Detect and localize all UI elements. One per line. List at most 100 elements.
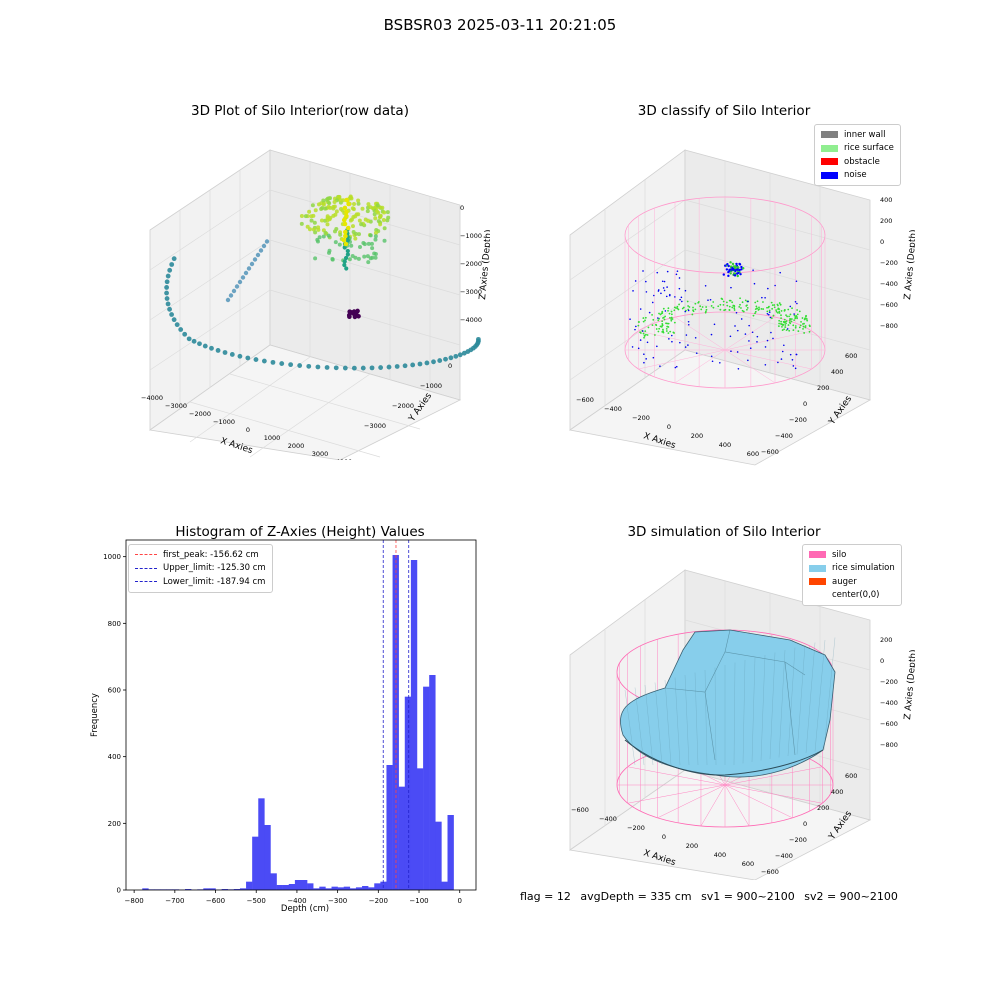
- p2-point: [666, 322, 669, 325]
- p2-point: [645, 358, 647, 360]
- hist-bar: [404, 696, 412, 890]
- p2-point: [729, 272, 732, 275]
- p2-point: [737, 368, 740, 370]
- p1-point: [373, 237, 378, 242]
- hist-bar: [239, 888, 247, 890]
- p2-point: [787, 308, 790, 311]
- p2-point: [778, 302, 781, 304]
- p1-point: [341, 237, 347, 243]
- panel4-zlabel: Z Axies (Depth): [903, 649, 915, 720]
- panel2-ticks: −600−400−20002004006006004002000−200−400…: [576, 196, 898, 458]
- p2-point: [688, 306, 691, 308]
- hist-bar: [203, 888, 210, 890]
- p1-point: [381, 218, 386, 223]
- p1-point: [327, 248, 332, 253]
- p2-point: [639, 308, 642, 310]
- p2-point: [792, 365, 795, 367]
- p2-point: [726, 304, 729, 307]
- hist-bar: [282, 885, 290, 890]
- p2-xtick-label: −400: [604, 405, 622, 413]
- hist-bar: [185, 889, 192, 890]
- p2-point: [643, 336, 645, 339]
- mesh-line: [704, 669, 708, 766]
- p1-point: [327, 217, 332, 222]
- p1-point: [279, 361, 285, 366]
- p2-ztick-label: −600: [880, 301, 898, 309]
- legend-item-obstacle: obstacle: [821, 155, 894, 169]
- p1-point: [448, 355, 454, 361]
- p2-point: [794, 317, 797, 320]
- p2-point: [795, 353, 798, 356]
- p2-point: [674, 366, 677, 369]
- p2-point: [670, 334, 673, 337]
- p1-point: [317, 235, 322, 240]
- p2-point: [637, 347, 640, 350]
- p1-point: [165, 273, 171, 279]
- p2-point: [793, 314, 796, 317]
- p2-point: [632, 290, 634, 292]
- hist-ytick-label: 0: [117, 887, 121, 895]
- mesh-line: [814, 639, 826, 752]
- p2-point: [738, 305, 741, 308]
- p1-point: [255, 252, 261, 258]
- mesh-line: [805, 642, 816, 754]
- p2-point: [705, 306, 708, 308]
- p2-point: [745, 305, 748, 307]
- p1-point: [376, 219, 381, 224]
- p2-ztick-label: 0: [880, 238, 884, 246]
- p2-point: [784, 324, 787, 326]
- p1-point: [410, 362, 416, 368]
- silo-line: [724, 784, 793, 819]
- panel2-zlabel: Z Axies (Depth): [903, 229, 915, 300]
- hist-bar: [276, 885, 283, 890]
- p2-point: [777, 325, 780, 328]
- p2-point: [655, 323, 657, 326]
- p4-ztick-label: −800: [880, 741, 898, 749]
- p2-point: [794, 300, 797, 303]
- p2-point: [692, 310, 695, 313]
- p2-point: [645, 291, 648, 293]
- p1-point: [288, 362, 294, 368]
- p2-point: [721, 298, 724, 301]
- p1-point: [231, 288, 237, 294]
- p1-point: [311, 213, 316, 218]
- p2-point: [667, 322, 670, 325]
- p2-point: [804, 326, 807, 329]
- p1-ztick-label: 0: [460, 204, 464, 212]
- p2-point: [681, 307, 684, 310]
- hist-bar: [221, 889, 228, 890]
- p2-point: [725, 268, 729, 271]
- p1-point: [373, 216, 378, 221]
- p1-point: [366, 260, 371, 265]
- p1-point: [299, 221, 304, 226]
- p2-point: [634, 328, 636, 331]
- hist-bar: [398, 786, 406, 890]
- p1-point: [310, 203, 315, 208]
- p1-point: [345, 225, 351, 231]
- p1-point: [343, 241, 349, 247]
- p2-point: [779, 303, 782, 306]
- p2-point: [710, 305, 713, 307]
- p2-point: [722, 304, 725, 306]
- p1-point: [316, 225, 321, 230]
- hist-ylabel: Frequency: [90, 693, 100, 737]
- p2-xtick-label: 600: [747, 450, 759, 458]
- hist-bar: [142, 888, 149, 890]
- p2-point: [663, 280, 666, 283]
- p4-ytick-label: −200: [789, 836, 807, 844]
- hist-bar: [307, 883, 314, 890]
- p2-point: [756, 307, 758, 310]
- wire-line: [674, 349, 726, 384]
- panel2-legend: inner wall rice surface obstacle noise: [814, 124, 901, 186]
- p2-point: [665, 327, 668, 330]
- p2-point: [664, 315, 667, 318]
- mesh-line: [714, 667, 717, 766]
- mesh-line: [742, 659, 746, 764]
- p1-point: [359, 222, 364, 227]
- p2-point: [712, 301, 715, 303]
- p2-point: [808, 330, 811, 333]
- p2-point: [661, 320, 664, 323]
- mesh-line: [769, 652, 776, 760]
- p2-point: [705, 308, 708, 311]
- p1-point: [342, 262, 347, 268]
